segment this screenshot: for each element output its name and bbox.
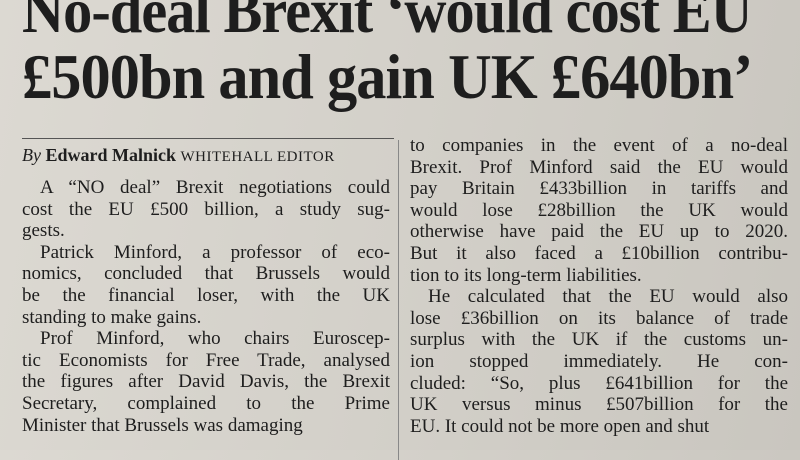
- byline-prefix: By: [22, 145, 41, 165]
- column: A “NO deal” Brexit negotiations could cos…: [22, 177, 390, 436]
- text-line: cluded: “So, plus £641billion for the: [410, 372, 788, 394]
- text-line: cost the EU £500 billion, a study sug-: [22, 198, 390, 220]
- text-line: surplus with the UK if the customs un-: [410, 329, 788, 351]
- headline: No-deal Brexit ‘would cost EU £500bn and…: [22, 0, 753, 112]
- text-line: would lose £28billion the UK would: [410, 199, 788, 221]
- column: to companies in the event of a no-deal Br…: [410, 135, 788, 437]
- text-line: But it also faced a £10billion contribu-: [410, 242, 788, 264]
- text-line: pay Britain £433billion in tariffs and: [410, 178, 788, 200]
- text-line: nomics, concluded that Brussels would: [22, 263, 390, 285]
- text-line: tion to its long-term liabilities.: [410, 264, 642, 286]
- text-line: EU. It could not be more open and shut: [410, 415, 710, 437]
- text-line: Patrick Minford, a professor of eco-: [40, 241, 390, 263]
- rule: [22, 138, 394, 139]
- text-line: Minister that Brussels was damaging: [22, 414, 303, 436]
- text-line: lose £36billion on its balance of trade: [410, 307, 788, 329]
- text-line: standing to make gains.: [22, 306, 202, 328]
- column-rule: [398, 140, 399, 460]
- text-line: Brexit. Prof Minford said the EU would: [410, 156, 788, 178]
- byline-author: Edward Malnick: [45, 145, 177, 165]
- text-line: otherwise have paid the EU up to 2020.: [410, 221, 788, 243]
- headline-line: £500bn and gain UK £640bn’: [22, 41, 753, 112]
- text-line: Prof Minford, who chairs Euroscep-: [40, 328, 390, 350]
- text-line: Secretary, complained to the Prime: [22, 392, 390, 414]
- text-line: ion stopped immediately. He con-: [410, 350, 788, 372]
- text-line: the figures after David Davis, the Brexi…: [22, 371, 390, 393]
- text-line: tic Economists for Free Trade, analysed: [22, 349, 390, 371]
- text-line: A “NO deal” Brexit negotiations could: [40, 177, 390, 198]
- headline-line: No-deal Brexit ‘would cost EU: [22, 0, 753, 46]
- text-line: He calculated that the EU would also: [428, 286, 788, 308]
- text-line: gests.: [22, 220, 65, 242]
- byline: By Edward Malnick WHITEHALL EDITOR: [22, 145, 335, 166]
- byline-role: WHITEHALL EDITOR: [180, 149, 335, 165]
- text-line: be the financial loser, with the UK: [22, 284, 390, 306]
- text-line: UK versus minus £507billion for the: [410, 394, 788, 416]
- text-line: to companies in the event of a no-deal: [410, 135, 788, 156]
